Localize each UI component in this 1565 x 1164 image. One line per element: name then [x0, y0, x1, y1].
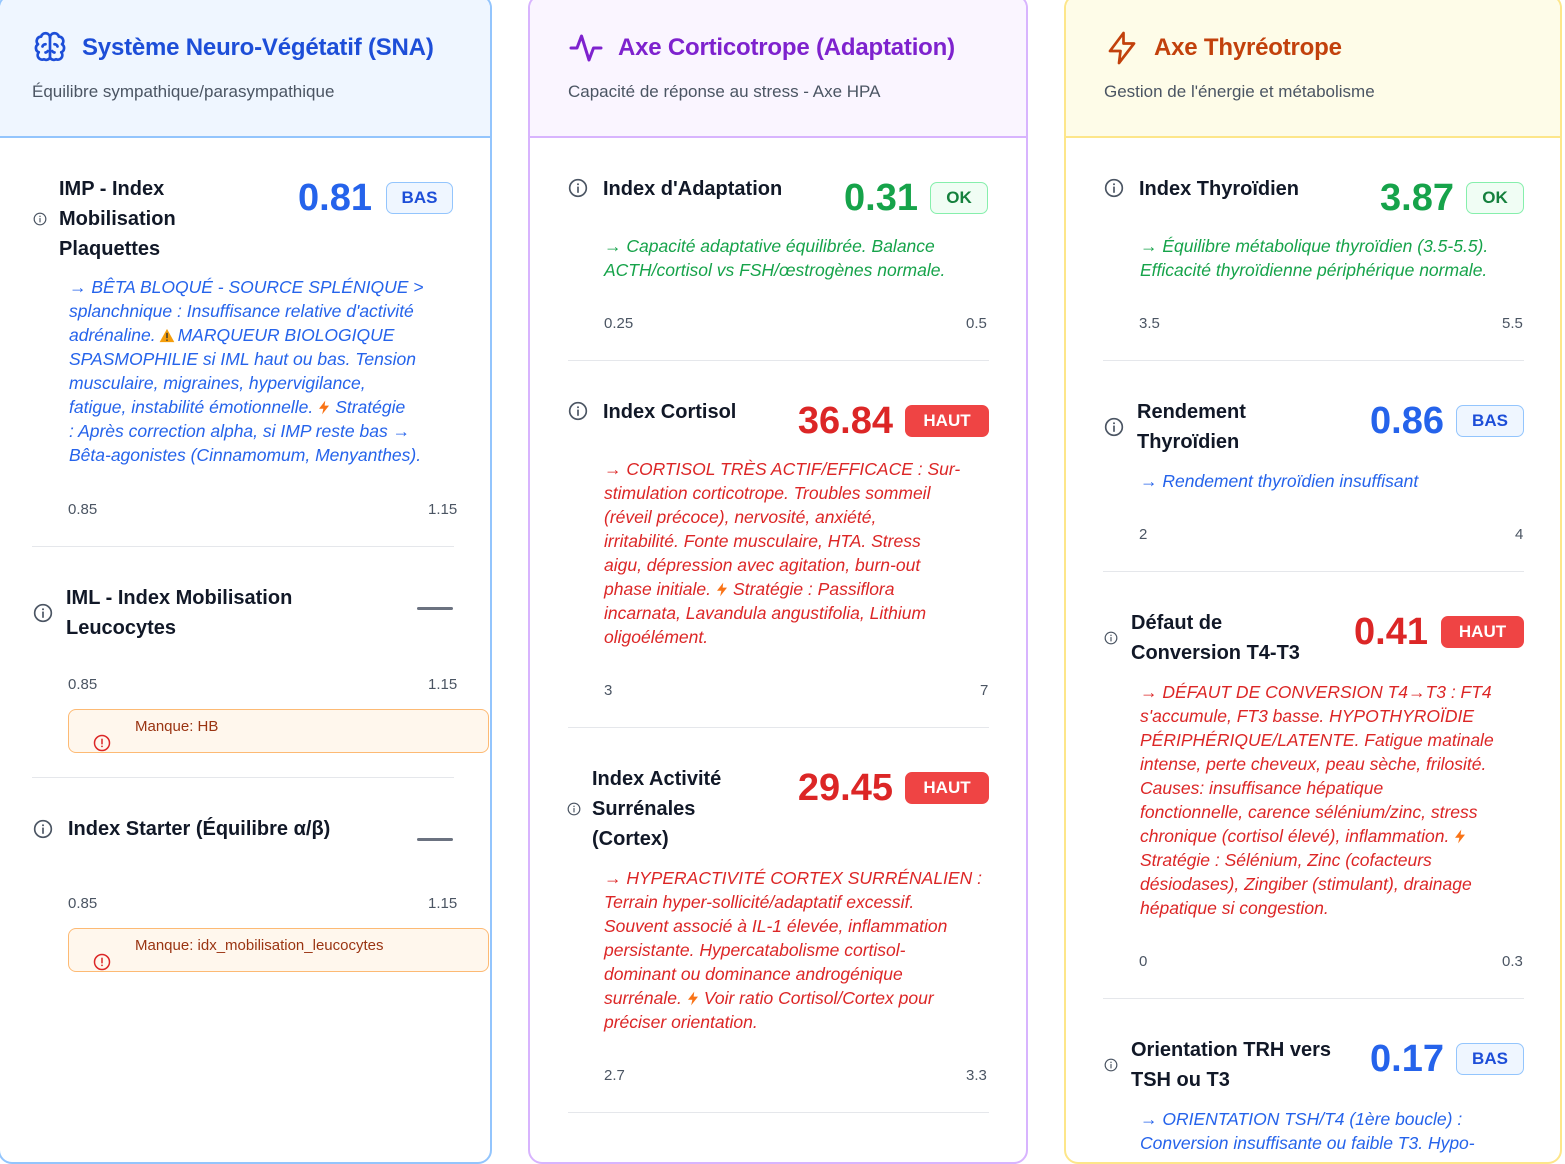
- divider: [1103, 360, 1524, 361]
- surrenales-range-min: 2.7: [604, 1067, 625, 1084]
- sna-subtitle: Équilibre sympathique/parasympathique: [32, 82, 335, 101]
- adaptation-status-badge: OK: [930, 182, 988, 214]
- thyreotrope-subtitle: Gestion de l'énergie et métabolisme: [1104, 82, 1375, 101]
- divider: [1103, 571, 1524, 572]
- index-thyroidien-description: → Équilibre métabolique thyroïdien (3.5-…: [1140, 236, 1489, 280]
- cortisol-value: 36.84: [797, 400, 893, 442]
- info-icon[interactable]: [1104, 417, 1124, 437]
- adaptation-value: 0.31: [844, 177, 918, 219]
- adaptation-description: → Capacité adaptative équilibrée. Balanc…: [604, 236, 946, 280]
- iml-range-max: 1.15: [428, 676, 458, 693]
- iml-empty-value: [417, 607, 453, 610]
- surrenales-value: 29.45: [797, 767, 893, 809]
- corticotrope-subtitle: Capacité de réponse au stress - Axe HPA: [568, 82, 881, 101]
- corticotrope-panel: Axe Corticotrope (Adaptation) Capacité d…: [528, 0, 1028, 1164]
- info-icon[interactable]: [568, 178, 588, 198]
- rendement-range-min: 2: [1139, 526, 1148, 543]
- conversion-description: → DÉFAUT DE CONVERSION T4→T3 : FT4 s'acc…: [1140, 682, 1494, 918]
- activity-icon: [569, 34, 603, 62]
- imp-range-min: 0.85: [68, 501, 98, 518]
- adaptation-range-max: 0.5: [966, 315, 987, 332]
- lightning-icon: [685, 991, 701, 1006]
- imp-value: 0.81: [298, 177, 372, 219]
- thyreotrope-title: Axe Thyréotrope: [1154, 34, 1342, 61]
- starter-range-min: 0.85: [68, 895, 98, 912]
- conversion-name: Défaut de Conversion T4-T3: [1131, 612, 1300, 664]
- surrenales-name: Index Activité Surrénales (Cortex): [592, 768, 722, 850]
- surrenales-description: → HYPERACTIVITÉ CORTEX SURRÉNALIEN : Ter…: [604, 868, 982, 1032]
- starter-empty-value: [417, 838, 453, 841]
- divider: [32, 777, 454, 778]
- starter-name: Index Starter (Équilibre α/β): [68, 818, 331, 840]
- sna-title: Système Neuro-Végétatif (SNA): [82, 34, 434, 61]
- info-icon[interactable]: [567, 802, 581, 816]
- cortisol-name: Index Cortisol: [603, 401, 737, 423]
- divider: [568, 1112, 989, 1113]
- rendement-description: → Rendement thyroïdien insuffisant: [1140, 471, 1419, 491]
- divider: [568, 360, 989, 361]
- info-icon[interactable]: [33, 603, 53, 623]
- cortisol-status-badge: HAUT: [905, 405, 989, 437]
- alert-icon: [93, 953, 111, 971]
- imp-status-badge: BAS: [386, 182, 453, 214]
- imp-name: IMP - Index Mobilisation Plaquettes: [59, 178, 176, 260]
- info-icon[interactable]: [1104, 178, 1124, 198]
- info-icon[interactable]: [1104, 1058, 1118, 1072]
- index-thyroidien-name: Index Thyroïdien: [1139, 178, 1300, 200]
- thyreotrope-header: Axe Thyréotrope Gestion de l'énergie et …: [1066, 0, 1560, 138]
- adaptation-name: Index d'Adaptation: [603, 178, 783, 200]
- divider: [568, 727, 989, 728]
- rendement-range-max: 4: [1515, 526, 1524, 543]
- starter-missing-alert: Manque: idx_mobilisation_leucocytes: [68, 928, 489, 972]
- corticotrope-title: Axe Corticotrope (Adaptation): [618, 34, 955, 61]
- rendement-name: Rendement Thyroïdien: [1137, 401, 1246, 453]
- corticotrope-header: Axe Corticotrope (Adaptation) Capacité d…: [530, 0, 1026, 138]
- starter-range-max: 1.15: [428, 895, 458, 912]
- imp-description: → BÊTA BLOQUÉ - SOURCE SPLÉNIQUE > splan…: [69, 277, 424, 465]
- brain-icon: [34, 31, 66, 62]
- lightning-icon: [1108, 31, 1136, 65]
- warning-icon: [159, 328, 175, 343]
- lightning-icon: [714, 582, 730, 597]
- cortisol-range-max: 7: [980, 682, 989, 699]
- trh-value: 0.17: [1370, 1038, 1444, 1080]
- trh-name: Orientation TRH vers TSH ou T3: [1131, 1039, 1332, 1091]
- lightning-icon: [1452, 829, 1468, 844]
- adaptation-range-min: 0.25: [604, 315, 634, 332]
- imp-range-max: 1.15: [428, 501, 458, 518]
- iml-name: IML - Index Mobilisation Leucocytes: [66, 587, 293, 639]
- iml-missing-alert: Manque: HB: [68, 709, 489, 753]
- conversion-range-max: 0.3: [1502, 953, 1523, 970]
- conversion-status-badge: HAUT: [1441, 616, 1524, 648]
- index-thyroidien-range-min: 3.5: [1139, 315, 1160, 332]
- surrenales-range-max: 3.3: [966, 1067, 987, 1084]
- index-thyroidien-status-badge: OK: [1466, 182, 1524, 214]
- info-icon[interactable]: [33, 212, 47, 226]
- sna-header: Système Neuro-Végétatif (SNA) Équilibre …: [0, 0, 490, 138]
- iml-range-min: 0.85: [68, 676, 98, 693]
- conversion-value: 0.41: [1354, 611, 1428, 653]
- info-icon[interactable]: [1104, 631, 1118, 645]
- surrenales-status-badge: HAUT: [905, 772, 989, 804]
- trh-status-badge: BAS: [1456, 1043, 1524, 1075]
- divider: [32, 546, 454, 547]
- cortisol-range-min: 3: [604, 682, 613, 699]
- index-thyroidien-range-max: 5.5: [1502, 315, 1523, 332]
- divider: [1103, 998, 1524, 999]
- info-icon[interactable]: [568, 401, 588, 421]
- alert-icon: [93, 734, 111, 752]
- conversion-range-min: 0: [1139, 953, 1148, 970]
- lightning-icon: [316, 400, 332, 415]
- trh-description: → ORIENTATION TSH/T4 (1ère boucle) : Con…: [1140, 1109, 1475, 1153]
- rendement-status-badge: BAS: [1456, 405, 1524, 437]
- info-icon[interactable]: [33, 819, 53, 839]
- rendement-value: 0.86: [1370, 400, 1444, 442]
- index-thyroidien-value: 3.87: [1380, 177, 1454, 219]
- cortisol-description: → CORTISOL TRÈS ACTIF/EFFICACE : Sur- st…: [604, 459, 961, 647]
